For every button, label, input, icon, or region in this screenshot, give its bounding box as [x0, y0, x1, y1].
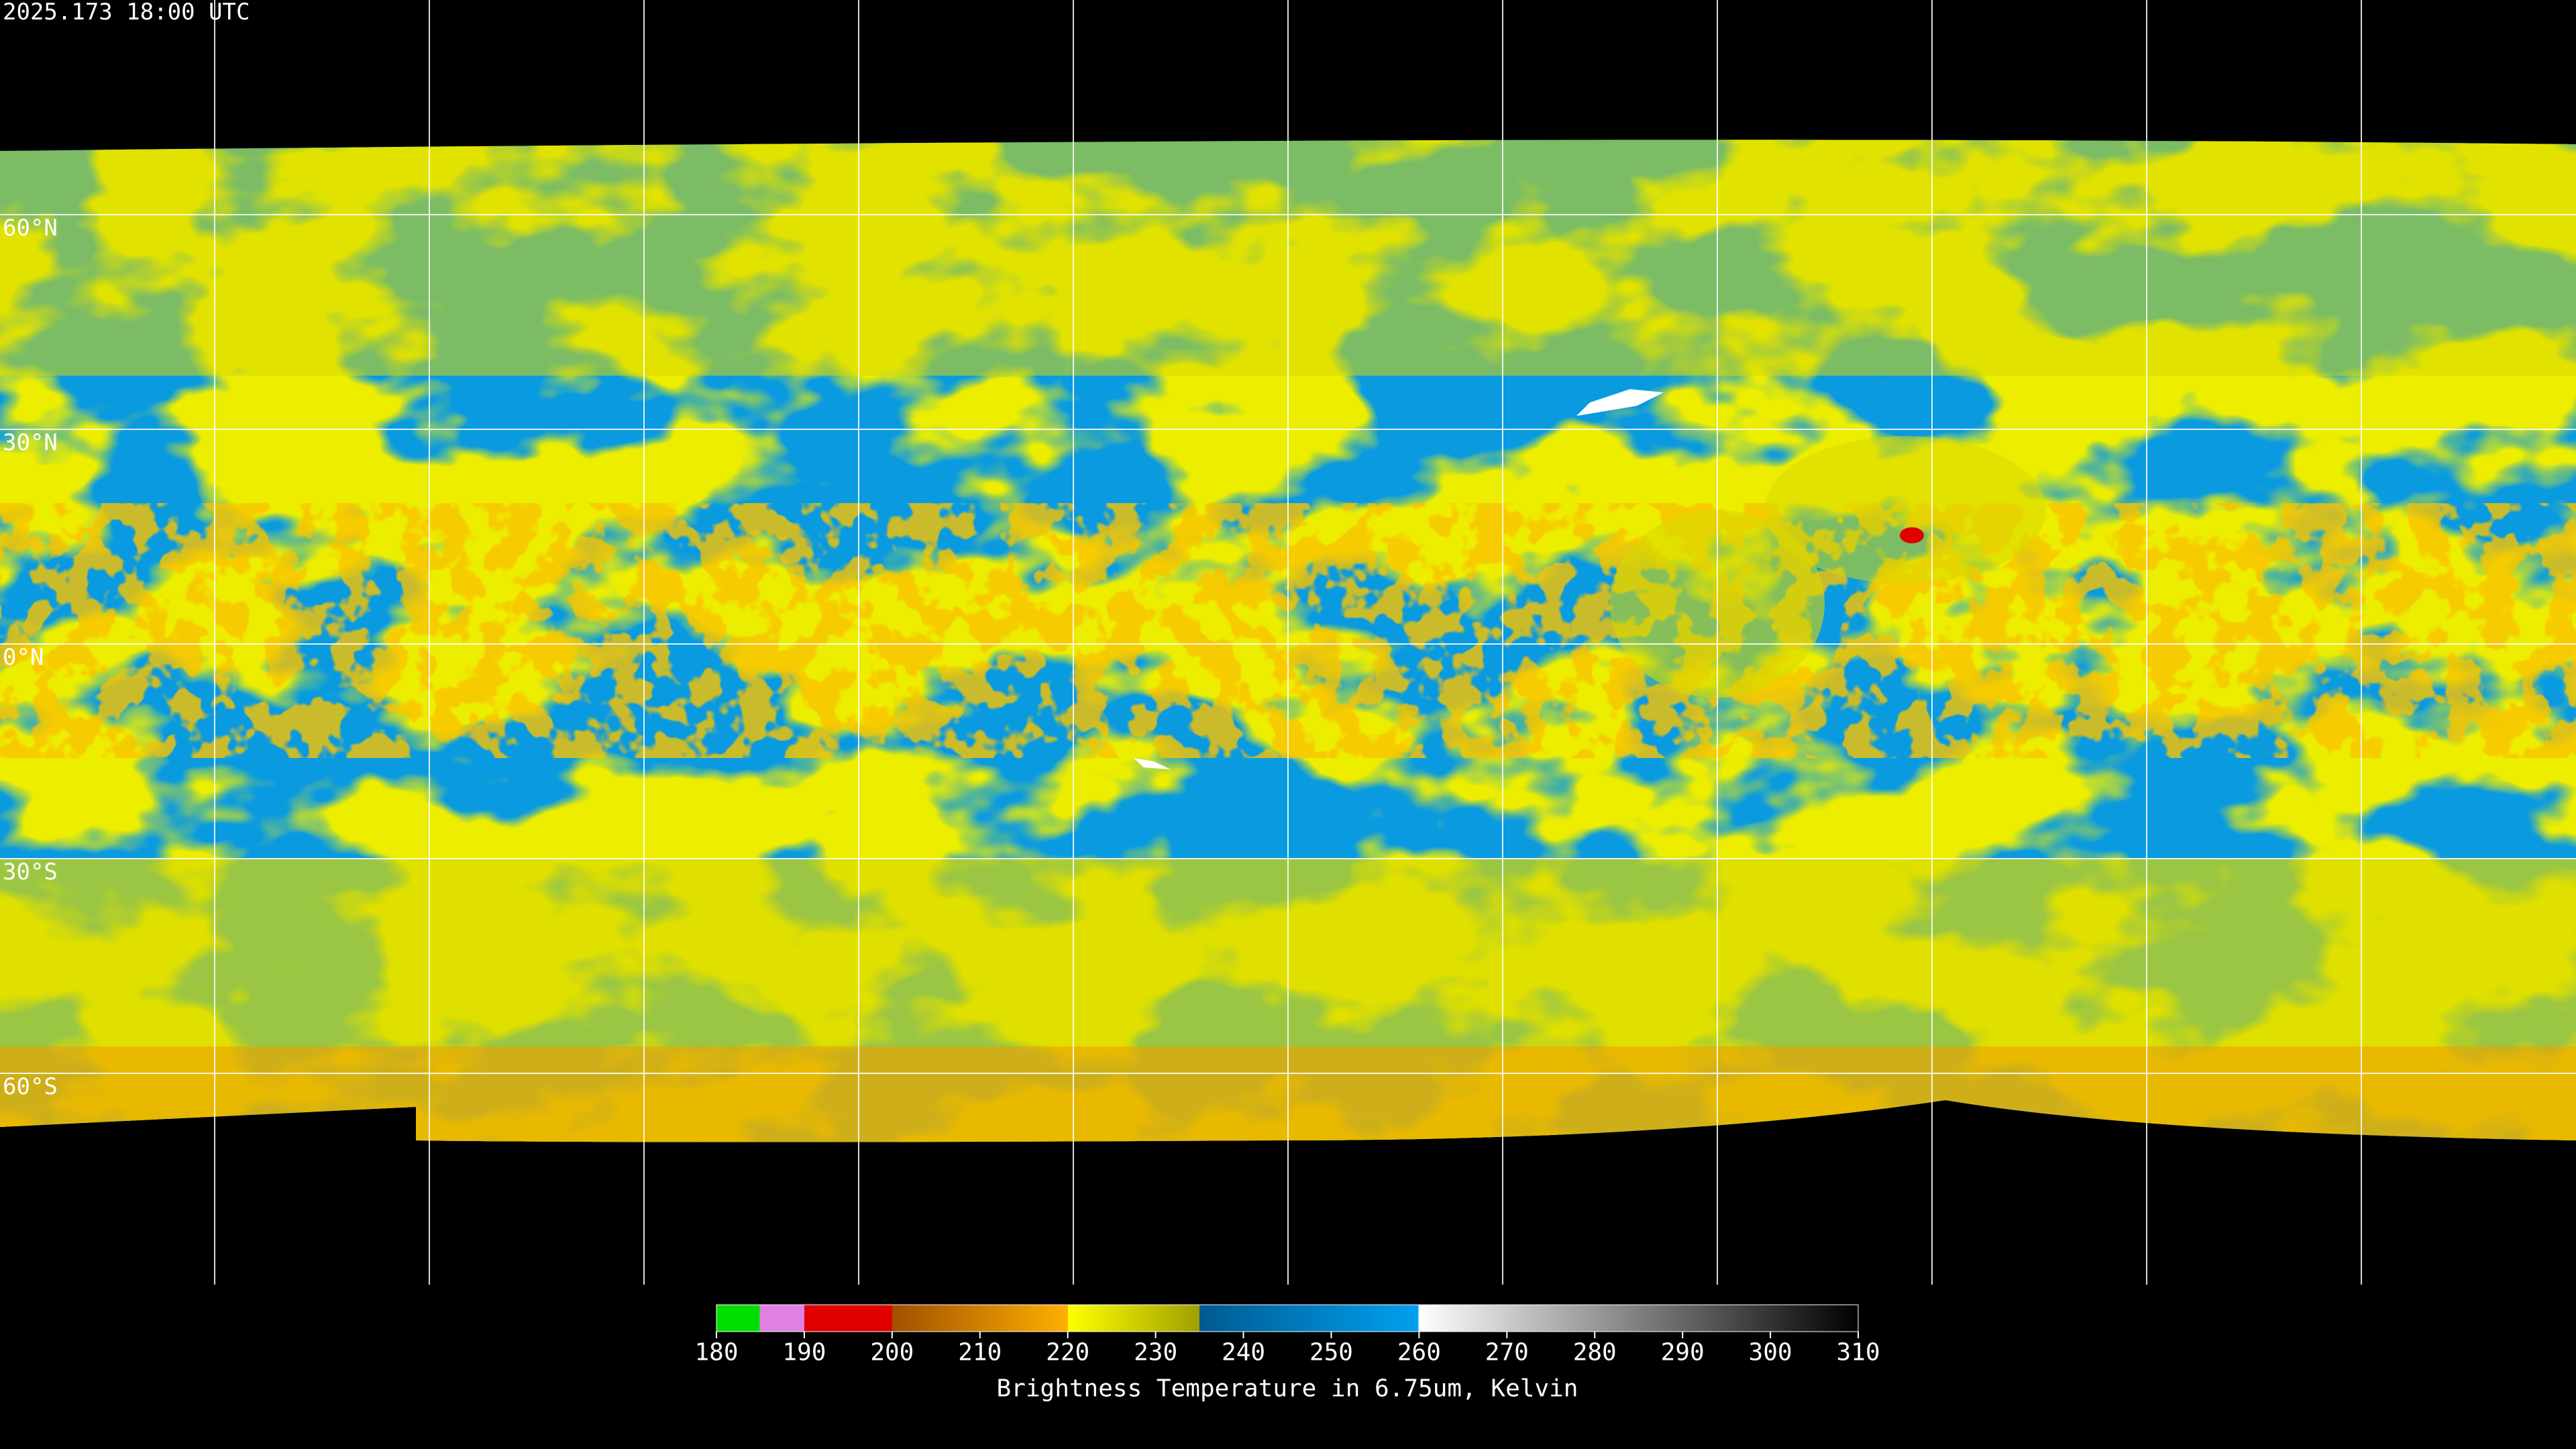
tick-label: 220 — [1046, 1339, 1089, 1366]
tick-label: 260 — [1397, 1339, 1441, 1366]
tick-label: 210 — [958, 1339, 1002, 1366]
latitude-label: 0°N — [3, 644, 44, 671]
tick-label: 200 — [870, 1339, 914, 1366]
colorbar-label: Brightness Temperature in 6.75um, Kelvin — [997, 1375, 1578, 1403]
colorbar-ticks: 180 190 200 210 220 230 240 250 260 270 280 290 300 3… — [694, 1332, 1880, 1366]
latitude-label: 30°S — [3, 859, 58, 885]
tick-label: 240 — [1222, 1339, 1265, 1366]
latitude-label: 60°S — [3, 1073, 58, 1100]
tick-label: 250 — [1309, 1339, 1353, 1366]
tick-label: 290 — [1661, 1339, 1705, 1366]
latitude-label: 60°N — [3, 215, 58, 241]
warm-dry-spot — [1134, 758, 1171, 769]
latitude-label: 30°N — [3, 429, 58, 456]
tick-label: 270 — [1485, 1339, 1529, 1366]
graticule — [214, 0, 2362, 1285]
tick-label: 280 — [1573, 1339, 1617, 1366]
timestamp: 2025.173 18:00 UTC — [3, 0, 250, 25]
tick-label: 230 — [1134, 1339, 1177, 1366]
monsoon-cloud — [1764, 436, 2046, 584]
colorbar — [716, 1304, 1859, 1332]
tick-label: 300 — [1749, 1339, 1792, 1366]
warm-dry-spot — [1576, 389, 1664, 416]
tick-label: 310 — [1836, 1339, 1880, 1366]
tick-label: 190 — [782, 1339, 826, 1366]
tick-label: 180 — [694, 1339, 738, 1366]
deep-convection — [1900, 527, 1924, 543]
